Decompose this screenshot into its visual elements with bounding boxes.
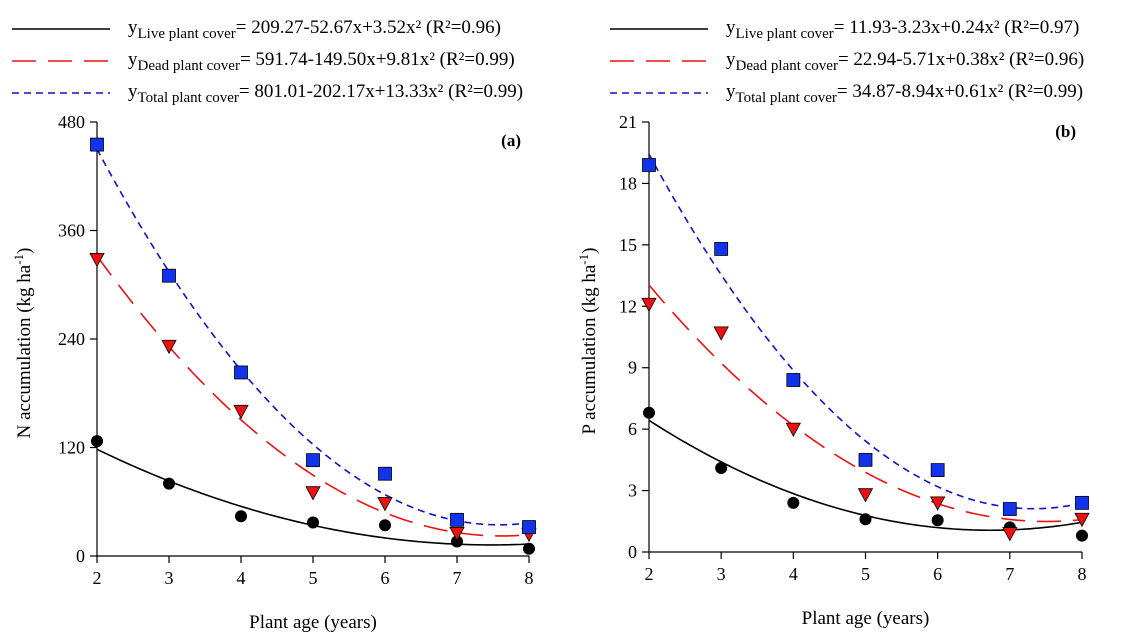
y-tick-label: 0	[628, 542, 637, 562]
chart-panel-a: 0 120 240 360 480 2 3 4 5 6 7 8 Plant age (years) N a…	[11, 112, 537, 633]
data-point-dead	[929, 496, 946, 511]
legend-label: yDead plant cover= 22.94-5.71x+0.38x² (R…	[726, 49, 1085, 74]
data-point-dead	[233, 404, 249, 420]
legend-label: yLive plant cover= 209.27-52.67x+3.52x² …	[128, 17, 501, 42]
data-point-dead	[641, 297, 657, 313]
legend-entry: yTotal plant cover= 34.87-8.94x+0.61x² (…	[598, 78, 1128, 108]
legend-entry: yTotal plant cover= 801.01-202.17x+13.33…	[0, 78, 580, 108]
data-point-live	[307, 516, 319, 529]
data-point-live	[931, 514, 944, 527]
legend-swatch	[610, 92, 708, 94]
legend-entry: yDead plant cover= 22.94-5.71x+0.38x² (R…	[598, 46, 1128, 76]
fit-curve-total	[96, 148, 530, 526]
data-point-dead	[713, 326, 729, 341]
y-tick-label: 120	[58, 438, 85, 458]
data-point-total	[306, 453, 320, 468]
y-tick-label: 9	[628, 358, 637, 378]
data-point-dead	[1002, 527, 1018, 542]
data-point-total	[1002, 502, 1017, 516]
data-point-live	[859, 513, 872, 526]
data-point-dead	[857, 488, 874, 503]
y-tick-label: 15	[619, 235, 637, 255]
data-point-live	[1076, 529, 1088, 542]
y-tick-label: 0	[76, 546, 85, 566]
data-point-dead	[377, 497, 393, 512]
data-point-dead	[785, 422, 802, 437]
y-tick-label: 21	[619, 112, 637, 132]
fit-curve-dead	[648, 284, 1083, 523]
legend-swatch	[610, 60, 708, 62]
data-point-live	[163, 477, 175, 490]
panel-label: (a)	[501, 131, 521, 150]
panel-label: (b)	[1055, 122, 1076, 141]
data-point-dead	[305, 486, 321, 501]
data-point-total	[1075, 495, 1089, 510]
y-tick-label: 240	[58, 329, 85, 349]
data-point-live	[451, 535, 463, 548]
data-point-total	[90, 137, 104, 152]
y-tick-label: 480	[58, 112, 85, 132]
x-tick-label: 2	[645, 564, 654, 584]
data-point-live	[787, 496, 800, 509]
data-point-total	[642, 158, 656, 172]
legend-swatch	[12, 60, 110, 62]
data-point-live	[235, 510, 247, 523]
legend-label: yDead plant cover= 591.74-149.50x+9.81x²…	[128, 49, 515, 74]
y-axis-title: P accumulation (kg ha-1)	[576, 248, 600, 435]
legend-swatch	[610, 28, 708, 30]
data-point-total	[522, 520, 536, 534]
legend-swatch	[12, 92, 110, 94]
x-axis-title: Plant age (years)	[249, 612, 377, 633]
x-axis-title: Plant age (years)	[802, 608, 930, 629]
data-point-total	[786, 373, 801, 387]
y-tick-label: 6	[628, 419, 637, 439]
data-point-total	[858, 452, 873, 467]
x-tick-label: 4	[237, 568, 246, 588]
legend-a: yLive plant cover= 209.27-52.67x+3.52x² …	[0, 0, 570, 110]
y-tick-label: 3	[628, 481, 637, 501]
legend-swatch	[12, 28, 110, 30]
legend-entry: yLive plant cover= 11.93-3.23x+0.24x² (R…	[598, 14, 1128, 44]
data-point-total	[450, 512, 464, 527]
x-tick-label: 4	[789, 564, 798, 584]
data-point-dead	[449, 526, 465, 542]
x-tick-label: 5	[861, 564, 870, 584]
data-point-live	[523, 542, 535, 555]
y-tick-label: 360	[58, 221, 85, 241]
data-point-total	[234, 365, 248, 380]
data-point-live	[715, 462, 728, 475]
data-point-total	[930, 463, 945, 477]
legend-label: yTotal plant cover= 801.01-202.17x+13.33…	[128, 81, 524, 106]
x-tick-label: 6	[933, 564, 942, 584]
x-tick-label: 2	[93, 568, 102, 588]
x-tick-label: 7	[453, 568, 462, 588]
legend-b: yLive plant cover= 11.93-3.23x+0.24x² (R…	[598, 0, 1128, 110]
chart-panel-b: 0 3 6 9 12 15 18 21 2 3 4 5 6 7 8 Plant age (years) P ac…	[576, 112, 1090, 629]
x-tick-label: 5	[309, 568, 318, 588]
data-point-total	[162, 268, 176, 283]
x-tick-label: 8	[525, 568, 534, 588]
x-tick-label: 7	[1005, 564, 1014, 584]
data-point-dead	[1074, 512, 1090, 528]
legend-entry: yLive plant cover= 209.27-52.67x+3.52x² …	[0, 14, 570, 44]
y-axis-title: N accumulation (kg ha-1)	[11, 248, 35, 439]
x-tick-label: 8	[1078, 564, 1087, 584]
legend-entry: yDead plant cover= 591.74-149.50x+9.81x²…	[0, 46, 570, 76]
data-point-total	[714, 242, 729, 256]
data-point-dead	[161, 339, 177, 355]
data-point-live	[91, 435, 103, 448]
data-point-live	[643, 406, 655, 419]
data-point-dead	[89, 253, 105, 268]
legend-label: yLive plant cover= 11.93-3.23x+0.24x² (R…	[726, 17, 1080, 42]
y-tick-label: 18	[619, 173, 637, 193]
x-tick-label: 3	[165, 568, 174, 588]
x-tick-label: 6	[381, 568, 390, 588]
data-point-total	[378, 466, 392, 481]
y-tick-label: 12	[619, 296, 637, 316]
legend-label: yTotal plant cover= 34.87-8.94x+0.61x² (…	[726, 81, 1084, 106]
x-tick-label: 3	[717, 564, 726, 584]
data-point-live	[379, 519, 391, 532]
